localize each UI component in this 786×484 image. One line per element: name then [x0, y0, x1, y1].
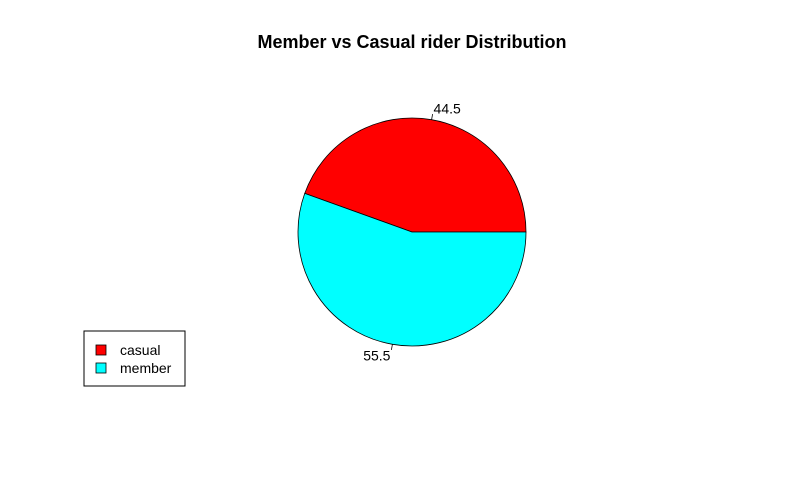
legend-label-casual: casual — [120, 342, 160, 358]
pie-labels: 44.5 55.5 — [363, 100, 461, 363]
legend: casual member — [83, 330, 186, 387]
pie-label-tick-member — [391, 344, 393, 350]
chart-title: Member vs Casual rider Distribution — [257, 32, 566, 52]
legend-swatch-casual — [95, 344, 107, 356]
pie-slice-casual — [304, 117, 527, 233]
legend-label-member: member — [120, 360, 172, 376]
pie-label-casual: 44.5 — [434, 100, 461, 116]
legend-box — [83, 330, 186, 387]
legend-swatch-member — [95, 362, 107, 374]
pie-label-tick-casual — [431, 114, 433, 120]
pie-label-member: 55.5 — [363, 348, 390, 364]
pie-slice-member — [297, 192, 527, 347]
pie-slices — [297, 117, 527, 347]
